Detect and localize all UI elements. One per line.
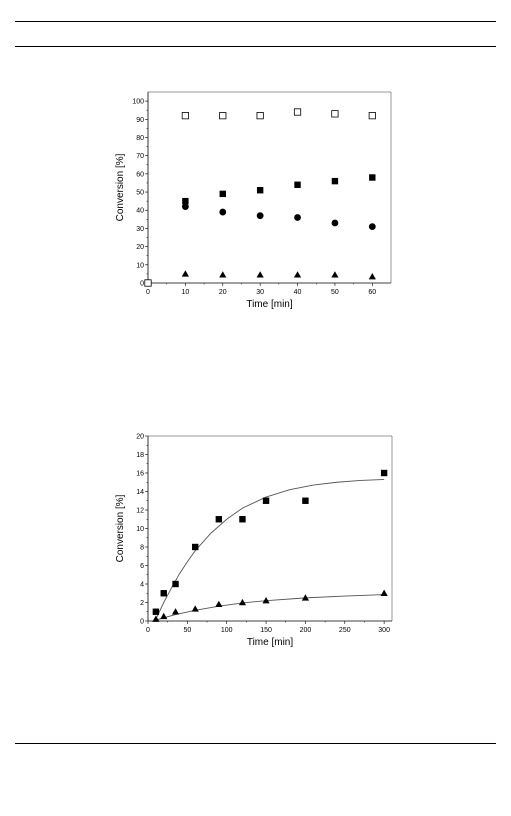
data-point-filled-square: [152, 608, 160, 615]
data-point-filled-triangle: [171, 608, 180, 615]
y-tick-label: 100: [132, 99, 144, 106]
y-tick-label: 14: [136, 489, 144, 496]
y-tick-label: 2: [140, 600, 144, 607]
x-tick-label: 200: [300, 627, 312, 634]
y-tick-label: 0: [140, 281, 144, 288]
x-tick-label: 20: [219, 289, 227, 296]
x-tick-label: 0: [146, 627, 150, 634]
data-point-open-square: [256, 112, 264, 120]
fit-curve-1: [155, 479, 385, 620]
data-point-filled-square: [380, 469, 388, 477]
data-point-filled-triangle: [219, 271, 227, 278]
y-tick-label: 4: [140, 582, 144, 589]
y-tick-label: 50: [136, 190, 144, 197]
data-point-filled-triangle: [380, 589, 388, 596]
y-tick-label: 10: [136, 262, 144, 269]
data-point-filled-circle: [181, 203, 189, 211]
data-point-filled-square: [256, 187, 264, 194]
data-point-filled-square: [331, 177, 339, 185]
data-point-filled-triangle: [181, 270, 189, 277]
data-point-filled-triangle: [152, 615, 160, 622]
data-point-filled-triangle: [293, 271, 302, 278]
data-point-open-square: [219, 112, 227, 120]
data-point-open-square: [331, 110, 339, 118]
data-point-open-square: [293, 108, 302, 116]
header-rule: [15, 46, 496, 47]
x-tick-label: 40: [294, 289, 302, 296]
x-tick-label: 10: [181, 289, 189, 296]
y-tick-label: 90: [136, 117, 144, 124]
data-point-filled-circle: [219, 208, 227, 216]
y-tick-label: 40: [136, 208, 144, 215]
data-point-filled-square: [369, 174, 376, 181]
data-point-filled-square: [172, 580, 179, 588]
y-tick-label: 16: [136, 471, 144, 478]
data-point-filled-square: [182, 197, 189, 205]
x-tick-label: 50: [331, 289, 339, 296]
data-point-filled-square: [294, 181, 301, 188]
data-point-open-square: [144, 279, 152, 287]
data-point-filled-square: [215, 516, 223, 523]
x-axis-title: Time [min]: [247, 637, 294, 648]
y-tick-label: 20: [136, 434, 144, 441]
data-point-filled-square: [262, 497, 270, 504]
x-axis-title: Time [min]: [246, 299, 293, 310]
data-point-filled-circle: [368, 223, 376, 231]
data-point-filled-triangle: [160, 612, 168, 620]
x-tick-label: 300: [378, 627, 390, 634]
x-tick-label: 50: [183, 627, 191, 634]
y-axis-title: Conversion [%]: [115, 153, 126, 221]
y-tick-label: 60: [136, 171, 144, 178]
y-tick-label: 70: [136, 153, 144, 160]
footer-rule: [15, 743, 496, 744]
data-point-filled-square: [239, 516, 246, 523]
y-axis-title: Conversion [%]: [115, 494, 126, 562]
data-point-open-square: [368, 112, 376, 120]
data-point-filled-triangle: [262, 597, 270, 604]
data-point-filled-triangle: [301, 594, 310, 601]
data-point-filled-triangle: [238, 598, 247, 606]
data-point-filled-square: [160, 590, 167, 597]
y-tick-label: 20: [136, 244, 144, 251]
y-tick-label: 12: [136, 508, 144, 515]
x-tick-label: 250: [339, 627, 351, 634]
data-point-filled-triangle: [215, 600, 223, 608]
data-point-filled-triangle: [331, 271, 339, 278]
top-rule: [15, 21, 496, 22]
y-tick-label: 80: [136, 135, 144, 142]
y-tick-label: 30: [136, 226, 144, 233]
data-point-filled-circle: [256, 212, 264, 220]
data-point-filled-square: [192, 543, 199, 551]
data-point-filled-square: [302, 497, 309, 504]
y-tick-label: 8: [140, 545, 144, 552]
x-tick-label: 100: [221, 627, 233, 634]
data-point-filled-triangle: [256, 271, 264, 278]
data-point-filled-circle: [331, 219, 339, 227]
y-tick-label: 0: [140, 619, 144, 626]
y-tick-label: 10: [136, 526, 144, 533]
data-point-filled-square: [219, 190, 226, 198]
y-tick-label: 18: [136, 452, 144, 459]
y-tick-label: 6: [140, 563, 144, 570]
data-point-filled-triangle: [368, 273, 376, 280]
data-point-open-square: [181, 112, 189, 120]
x-tick-label: 60: [368, 289, 376, 296]
x-tick-label: 150: [260, 627, 272, 634]
data-point-filled-circle: [294, 214, 301, 221]
data-point-filled-triangle: [191, 605, 199, 612]
x-tick-label: 30: [256, 289, 264, 296]
fit-curve-2: [155, 594, 385, 621]
x-tick-label: 0: [146, 289, 150, 296]
